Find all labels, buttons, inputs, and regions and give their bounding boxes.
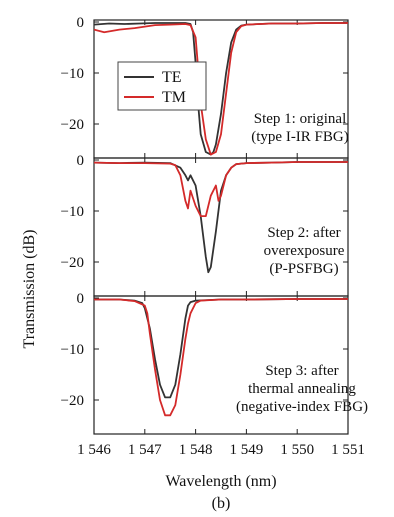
x-tick-label: 1 550: [280, 442, 314, 458]
x-tick-label: 1 546: [77, 442, 111, 458]
series-line-tm-panel-2: [94, 161, 348, 217]
y-axis-label: Transmission (dB): [21, 230, 38, 349]
panel-1: 0 −10 −20 Step 1: original (type I-IR FBG): [61, 15, 349, 159]
panel-3-annotation-line: thermal annealing: [248, 381, 356, 397]
panel-3-annotation-line: Step 3: after: [265, 363, 338, 379]
series-line-tm-panel-1: [94, 22, 348, 156]
panel-2-annotation-line: Step 2: after: [267, 225, 340, 241]
panel-3-annotation-line: (negative-index FBG): [236, 399, 368, 415]
legend: TE TM: [117, 61, 207, 111]
panel-2: 0 −10 −20 Step 2: after overexposure (P-PSFBG…: [61, 153, 349, 297]
panel-3: 0 −10 −20 Step 3: after thermal annealing (ne…: [61, 291, 368, 435]
y-tick-label: 0: [77, 153, 85, 169]
y-tick-label: 0: [77, 291, 85, 307]
panel-2-annotation-line: (P-PSFBG): [269, 261, 338, 277]
x-tick-label: 1 549: [230, 442, 264, 458]
y-tick-label: −10: [61, 342, 84, 358]
figure-caption: (b): [212, 495, 231, 512]
panels-group: 0 −10 −20 Step 1: original (type I-IR FBG) 0 −…: [61, 15, 369, 458]
x-axis-label: Wavelength (nm): [165, 473, 276, 490]
x-tick-label: 1 548: [179, 442, 213, 458]
y-tick-label: 0: [77, 15, 85, 31]
y-tick-label: −20: [61, 393, 84, 409]
legend-label-te: TE: [162, 69, 182, 86]
y-tick-label: −10: [61, 204, 84, 220]
panel-1-annotation-line: (type I-IR FBG): [251, 129, 349, 145]
x-tick-label: 1 551: [331, 442, 365, 458]
legend-label-tm: TM: [162, 89, 186, 106]
series-line-tm-panel-3: [94, 298, 348, 417]
panel-1-annotation-line: Step 1: original: [254, 111, 347, 127]
panel-3-frame: [93, 295, 349, 435]
y-tick-label: −20: [61, 117, 84, 133]
panel-2-annotation-line: overexposure: [264, 243, 345, 259]
legend-box: [117, 61, 207, 111]
y-tick-label: −20: [61, 255, 84, 271]
x-tick-label: 1 547: [128, 442, 162, 458]
y-tick-label: −10: [61, 66, 84, 82]
